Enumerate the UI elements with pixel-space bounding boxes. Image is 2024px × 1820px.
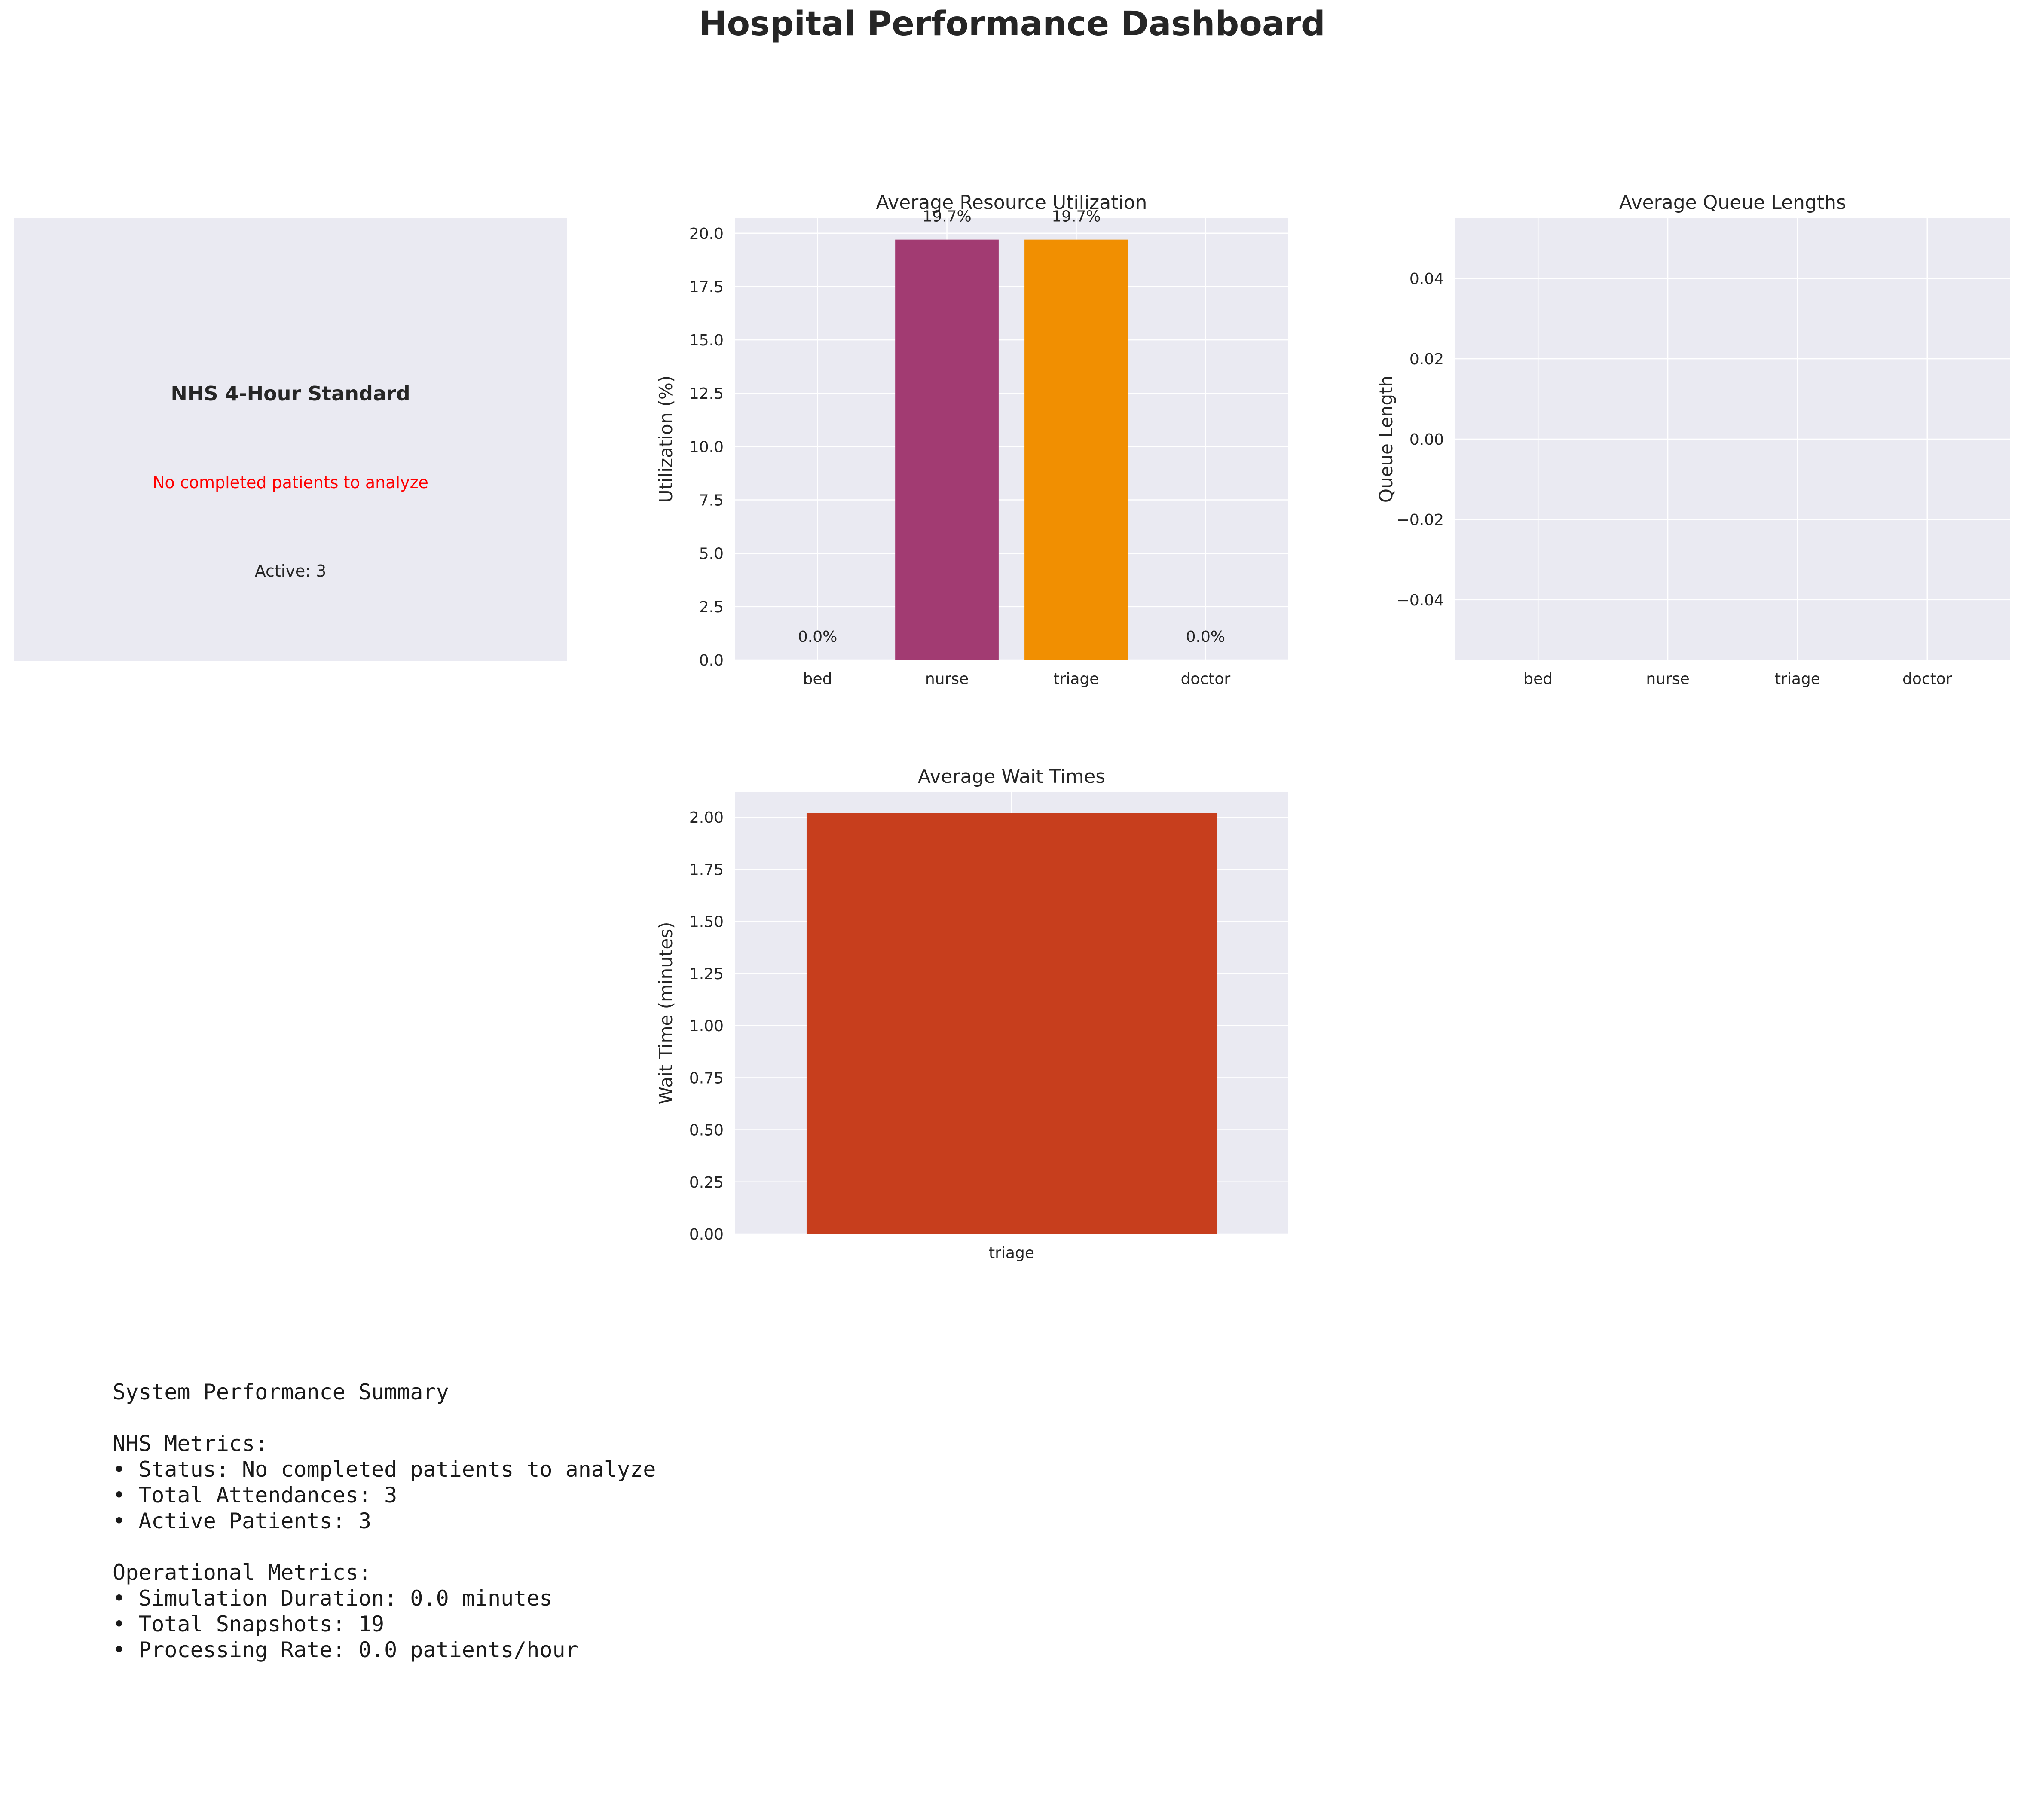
x-tick-label: doctor bbox=[1181, 670, 1231, 688]
y-tick-label: 0.00 bbox=[689, 1226, 724, 1243]
bar-triage bbox=[806, 813, 1217, 1234]
y-axis-label: Wait Time (minutes) bbox=[655, 922, 676, 1105]
y-tick-label: 20.0 bbox=[689, 225, 724, 243]
summary-line: • Processing Rate: 0.0 patients/hour bbox=[113, 1637, 578, 1662]
bar-value-label: 19.7% bbox=[922, 208, 971, 226]
chart-queue-lengths: −0.04 −0.02 0.00 0.02 0.04 bed nurse triage doct… bbox=[1376, 192, 2010, 688]
y-tick-label: 17.5 bbox=[689, 278, 724, 296]
summary-line: Operational Metrics: bbox=[113, 1560, 372, 1585]
y-tick-label: 15.0 bbox=[689, 332, 724, 349]
y-tick-label: 1.00 bbox=[689, 1017, 724, 1035]
bar-value-label: 0.0% bbox=[798, 628, 837, 646]
y-tick-label: −0.04 bbox=[1397, 592, 1444, 609]
chart-title: Average Wait Times bbox=[918, 766, 1105, 788]
y-tick-label: −0.02 bbox=[1397, 511, 1444, 529]
y-tick-label: 2.00 bbox=[689, 809, 724, 827]
x-tick-label: bed bbox=[1523, 670, 1553, 688]
y-tick-label: 7.5 bbox=[699, 492, 724, 510]
y-tick-label: 1.25 bbox=[689, 965, 724, 983]
y-tick-label: 1.75 bbox=[689, 861, 724, 879]
dashboard-title: Hospital Performance Dashboard bbox=[699, 5, 1325, 43]
nhs-panel-background bbox=[14, 218, 567, 661]
summary-line: • Status: No completed patients to analy… bbox=[113, 1457, 656, 1482]
chart-title: Average Queue Lengths bbox=[1619, 192, 1846, 214]
summary-line: • Active Patients: 3 bbox=[113, 1509, 372, 1533]
performance-summary: System Performance Summary NHS Metrics: … bbox=[113, 1379, 656, 1663]
summary-line: • Total Snapshots: 19 bbox=[113, 1612, 385, 1637]
y-tick-label: 0.50 bbox=[689, 1122, 724, 1139]
y-tick-label: 0.25 bbox=[689, 1174, 724, 1191]
y-tick-label: 2.5 bbox=[699, 599, 724, 616]
x-tick-label: bed bbox=[803, 670, 832, 688]
summary-line: • Total Attendances: 3 bbox=[113, 1483, 397, 1508]
y-tick-label: 10.0 bbox=[689, 438, 724, 456]
x-tick-label: triage bbox=[989, 1244, 1034, 1262]
y-tick-label: 1.50 bbox=[689, 913, 724, 931]
y-tick-label: 12.5 bbox=[689, 385, 724, 403]
x-tick-label: triage bbox=[1775, 670, 1820, 688]
bar-nurse bbox=[895, 239, 999, 660]
chart-resource-utilization: 0.0 2.5 5.0 7.5 10.0 12.5 15.0 17.5 20.0 0.0% 19.7… bbox=[655, 192, 1288, 688]
summary-line: NHS Metrics: bbox=[113, 1431, 268, 1456]
summary-line: • Simulation Duration: 0.0 minutes bbox=[113, 1586, 553, 1611]
bar-triage bbox=[1024, 239, 1128, 660]
nhs-panel-title: NHS 4-Hour Standard bbox=[171, 382, 410, 405]
chart-title: Average Resource Utilization bbox=[876, 192, 1147, 214]
y-tick-label: 0.0 bbox=[699, 652, 724, 669]
chart-wait-times: 0.00 0.25 0.50 0.75 1.00 1.25 1.50 1.75 2.00 tria… bbox=[655, 766, 1288, 1262]
y-tick-label: 0.02 bbox=[1409, 351, 1444, 368]
y-tick-label: 0.00 bbox=[1409, 431, 1444, 449]
plot-area bbox=[735, 218, 1288, 660]
y-axis-label: Utilization (%) bbox=[655, 376, 676, 503]
x-tick-label: nurse bbox=[1646, 670, 1689, 688]
x-tick-label: triage bbox=[1053, 670, 1099, 688]
y-tick-label: 0.04 bbox=[1409, 270, 1444, 288]
y-tick-label: 5.0 bbox=[699, 545, 724, 563]
bar-value-label: 0.0% bbox=[1186, 628, 1225, 646]
x-tick-label: nurse bbox=[925, 670, 969, 688]
bar-value-label: 19.7% bbox=[1052, 208, 1101, 226]
y-axis-label: Queue Length bbox=[1376, 376, 1397, 503]
nhs-panel: NHS 4-Hour Standard No completed patient… bbox=[14, 218, 567, 661]
nhs-panel-active: Active: 3 bbox=[255, 562, 327, 580]
nhs-panel-status: No completed patients to analyze bbox=[153, 473, 428, 492]
summary-line: System Performance Summary bbox=[113, 1380, 449, 1405]
y-tick-label: 0.75 bbox=[689, 1069, 724, 1087]
x-tick-label: doctor bbox=[1902, 670, 1952, 688]
